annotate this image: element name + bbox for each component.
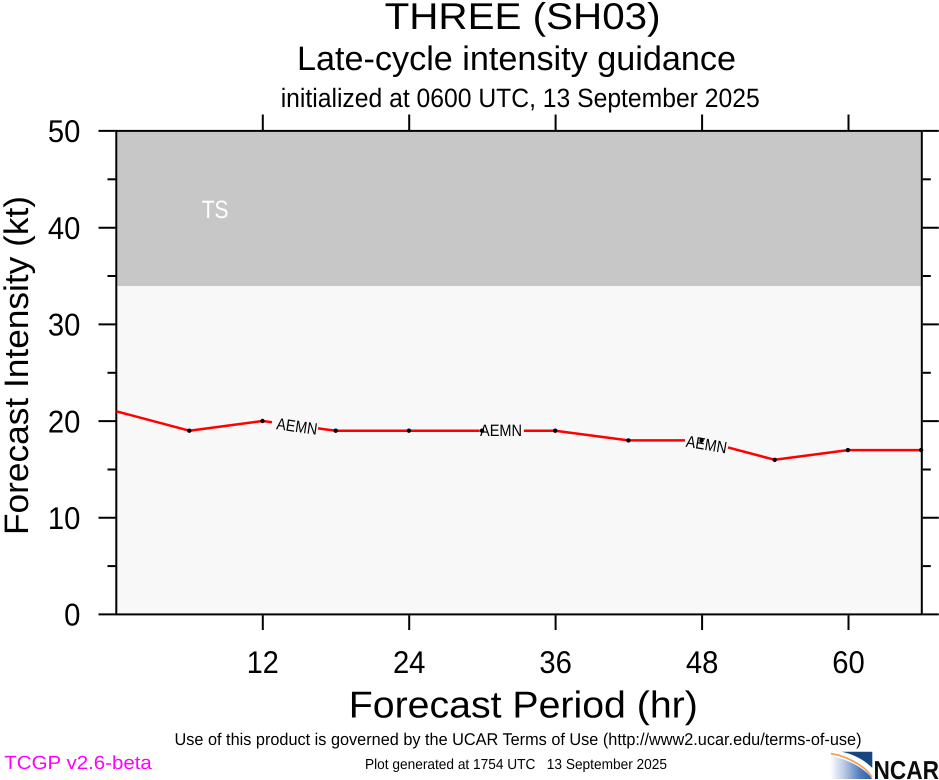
svg-text:Plot generated at 1754 UTC 1: Plot generated at 1754 UTC 13 September … [365,757,667,773]
svg-text:AEMN: AEMN [275,415,318,439]
svg-text:Late-cycle intensity guidance: Late-cycle intensity guidance [297,40,736,78]
svg-text:AEMN: AEMN [480,422,522,440]
svg-text:24: 24 [393,644,426,680]
svg-text:40: 40 [48,210,81,246]
svg-text:12: 12 [247,644,279,680]
svg-text:TCGP v2.6-beta: TCGP v2.6-beta [4,753,152,774]
svg-text:TS: TS [202,196,229,224]
svg-text:THREE (SH03): THREE (SH03) [385,0,661,37]
svg-text:NCAR: NCAR [874,755,939,780]
svg-text:30: 30 [48,307,81,343]
svg-text:initialized at 0600 UTC, 13 Se: initialized at 0600 UTC, 13 September 20… [281,83,760,113]
svg-text:20: 20 [48,403,81,439]
svg-text:0: 0 [64,597,80,633]
svg-text:60: 60 [832,644,865,680]
svg-text:Forecast Period (hr): Forecast Period (hr) [349,684,698,726]
svg-text:48: 48 [686,644,719,680]
svg-text:Use of this product is governe: Use of this product is governed by the U… [175,730,862,749]
svg-text:Forecast Intensity (kt): Forecast Intensity (kt) [0,196,36,535]
svg-text:36: 36 [539,644,572,680]
svg-text:10: 10 [48,500,81,536]
svg-text:50: 50 [48,113,81,149]
